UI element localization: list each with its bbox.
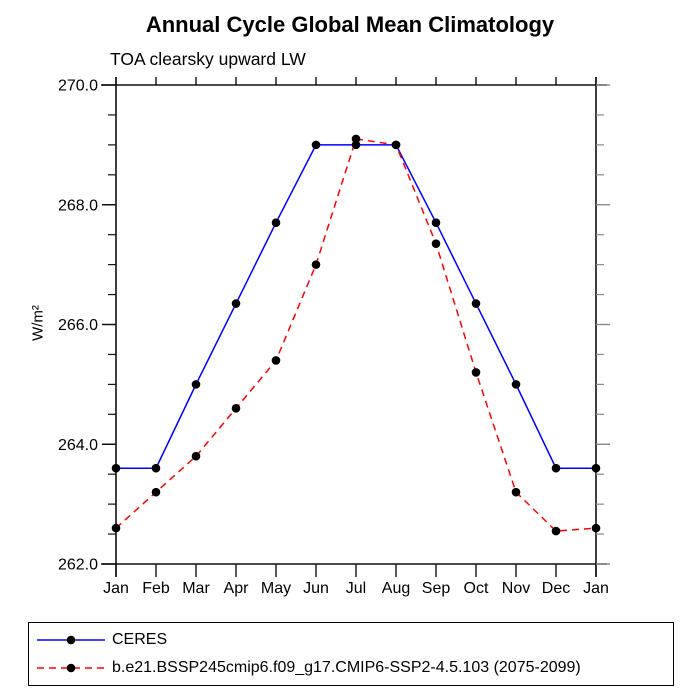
x-tick-label: Feb bbox=[142, 580, 170, 597]
y-tick-label: 264.0 bbox=[58, 437, 98, 454]
data-point-ceres bbox=[111, 463, 121, 473]
data-point-ceres bbox=[511, 380, 521, 389]
data-point-ceres bbox=[231, 299, 241, 308]
chart-title: Annual Cycle Global Mean Climatology bbox=[145, 12, 555, 37]
legend-line-sample-model bbox=[37, 664, 105, 673]
data-point-ceres bbox=[471, 299, 481, 308]
chart-subtitle: TOA clearsky upward LW bbox=[110, 49, 306, 69]
x-tick-label: Mar bbox=[182, 580, 210, 597]
legend-label-ceres: CERES bbox=[112, 630, 168, 648]
data-point-model bbox=[151, 487, 161, 497]
legend-item-ceres: CERES bbox=[33, 626, 673, 654]
legend-box: CERES b.e21.BSSP245cmip6.f09_g17.CMIP6-S… bbox=[28, 622, 674, 686]
y-tick-label: 266.0 bbox=[58, 317, 98, 334]
data-point-model bbox=[511, 487, 521, 497]
data-point-model bbox=[591, 523, 601, 533]
data-point-model bbox=[471, 368, 481, 377]
data-point-model bbox=[351, 134, 361, 144]
x-tick-label: Dec bbox=[542, 580, 570, 597]
data-point-model bbox=[231, 404, 241, 413]
x-tick-label: Oct bbox=[464, 580, 489, 597]
data-point-model bbox=[551, 526, 561, 536]
data-point-ceres bbox=[591, 463, 601, 473]
data-point-model bbox=[271, 356, 281, 365]
x-tick-label: Sep bbox=[422, 580, 451, 597]
legend-line-sample-ceres bbox=[37, 635, 105, 644]
data-point-model bbox=[311, 260, 321, 269]
x-tick-label: Jan bbox=[103, 580, 129, 597]
x-tick-label: Aug bbox=[382, 580, 410, 597]
legend-label-model: b.e21.BSSP245cmip6.f09_g17.CMIP6-SSP2-4.… bbox=[112, 659, 581, 677]
data-point-ceres bbox=[431, 218, 441, 228]
x-tick-label: May bbox=[261, 580, 291, 597]
line-chart: Jan Feb Mar Apr May Jun Jul Aug Sep Oct Nov Dec Jan 2… bbox=[58, 77, 610, 597]
x-tick-label: Nov bbox=[502, 580, 530, 597]
x-tick-label: Jan bbox=[583, 580, 609, 597]
data-point-ceres bbox=[311, 140, 321, 150]
data-point-model bbox=[111, 523, 121, 533]
data-point-ceres bbox=[151, 463, 161, 473]
x-tick-label: Jul bbox=[346, 580, 366, 597]
y-tick-label: 270.0 bbox=[58, 78, 98, 95]
y-tick-label: 262.0 bbox=[58, 557, 98, 574]
data-point-ceres bbox=[551, 463, 561, 473]
series-line-model bbox=[115, 138, 597, 532]
x-tick-label: Apr bbox=[224, 580, 250, 597]
series-line-ceres bbox=[116, 144, 596, 469]
data-point-model bbox=[391, 140, 401, 150]
y-tick-label: 268.0 bbox=[58, 197, 98, 214]
data-point-model bbox=[191, 451, 201, 461]
data-point-model bbox=[431, 239, 441, 248]
data-point-ceres bbox=[271, 218, 281, 228]
data-point-ceres bbox=[351, 140, 361, 150]
legend-item-model: b.e21.BSSP245cmip6.f09_g17.CMIP6-SSP2-4.… bbox=[33, 654, 673, 682]
x-tick-label: Jun bbox=[303, 580, 329, 597]
data-point-ceres bbox=[191, 380, 201, 389]
